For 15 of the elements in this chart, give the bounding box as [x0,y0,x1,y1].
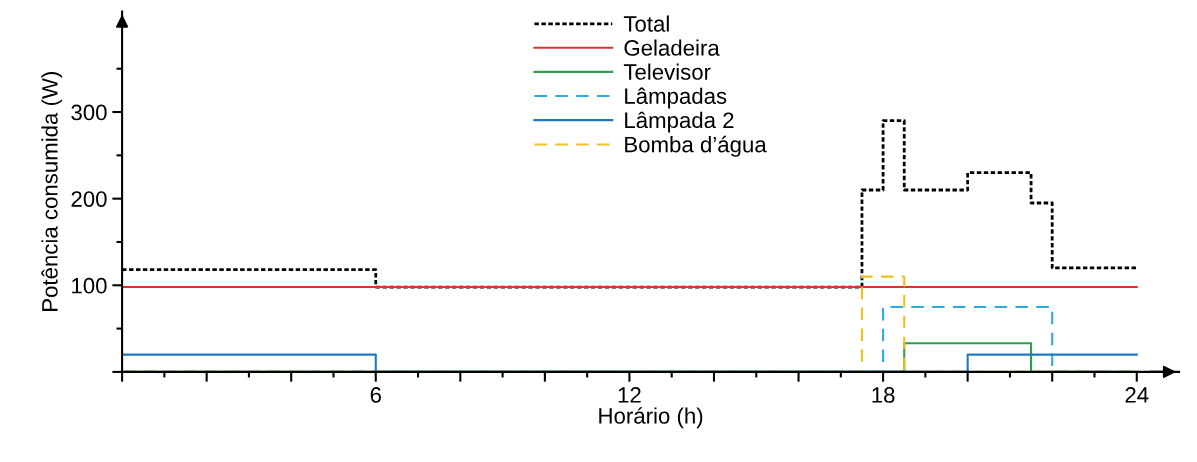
x-tick-label: 6 [370,387,381,403]
y-tick-label: 200 [71,191,107,207]
y-tick-label: 100 [72,277,107,294]
legend-label: Lâmpada 2 [625,111,734,133]
legend-label: Lâmpadas [625,87,727,109]
legend-label: Geladeira [624,39,720,56]
legend-label: Total [623,15,669,32]
y-axis-title: Potência consumida (W) [41,72,63,311]
legend-label: Bomba d’água [625,135,767,157]
x-tick-label: 12 [618,387,641,403]
x-tick-label: 18 [872,387,895,403]
legend-label: Televisor [623,63,711,80]
x-axis-title: Horário (h) [599,407,703,429]
y-tick-label: 300 [71,104,107,121]
x-tick-label: 24 [1125,387,1149,403]
